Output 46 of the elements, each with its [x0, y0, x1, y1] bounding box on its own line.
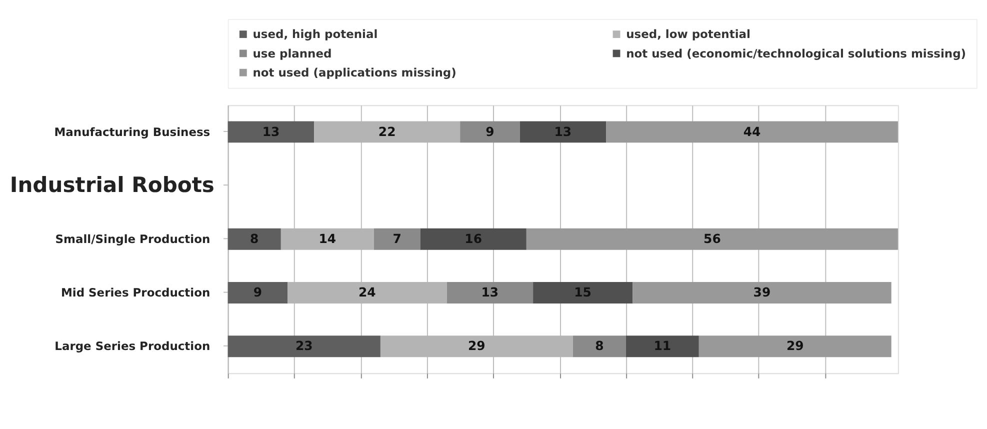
bar — [228, 282, 288, 304]
bar — [698, 336, 892, 358]
bar — [520, 121, 606, 143]
bar — [606, 121, 898, 143]
legend-label: not used (applications missing) — [252, 65, 456, 80]
bar — [374, 228, 420, 250]
legend-label: used, low potential — [626, 27, 750, 42]
bar — [533, 282, 633, 304]
data-label: 15 — [574, 284, 592, 300]
bar — [626, 336, 699, 358]
data-label: 44 — [743, 124, 761, 139]
bar — [446, 282, 534, 304]
bar — [632, 282, 892, 304]
data-label: 9 — [253, 284, 262, 300]
data-label: 24 — [358, 284, 376, 300]
data-label: 9 — [486, 124, 494, 139]
data-label: 16 — [464, 230, 482, 246]
bar — [228, 336, 380, 358]
bar — [228, 228, 281, 250]
data-label: 13 — [262, 124, 280, 139]
data-label: 39 — [753, 284, 771, 300]
bar — [460, 121, 520, 143]
data-label: 8 — [250, 230, 259, 246]
bar — [526, 228, 898, 250]
data-label: 56 — [704, 230, 721, 246]
data-label: 8 — [595, 338, 604, 354]
data-label: 13 — [481, 284, 499, 300]
y-tick-label: Manufacturing Business — [54, 124, 210, 139]
y-tick-label: Mid Series Procduction — [60, 286, 210, 300]
data-label: 11 — [654, 338, 672, 354]
bar — [420, 228, 526, 250]
legend-label: use planned — [252, 46, 332, 60]
legend-label: not used (economic/technological solutions missing) — [626, 46, 966, 60]
bar — [572, 336, 626, 358]
data-label: 23 — [295, 338, 313, 354]
y-tick-label: Small/Single Production — [55, 232, 210, 246]
data-label: 29 — [468, 338, 486, 354]
text: Industrial Robots — [10, 172, 214, 198]
data-label: 7 — [392, 230, 402, 246]
data-label: 14 — [318, 230, 336, 246]
data-label: 22 — [378, 124, 396, 139]
y-tick-label: Large Series Production — [54, 339, 210, 354]
data-label: 29 — [786, 338, 804, 354]
bar — [228, 121, 314, 143]
legend-label: used, high potenial — [252, 27, 378, 42]
data-label: 13 — [554, 124, 572, 139]
